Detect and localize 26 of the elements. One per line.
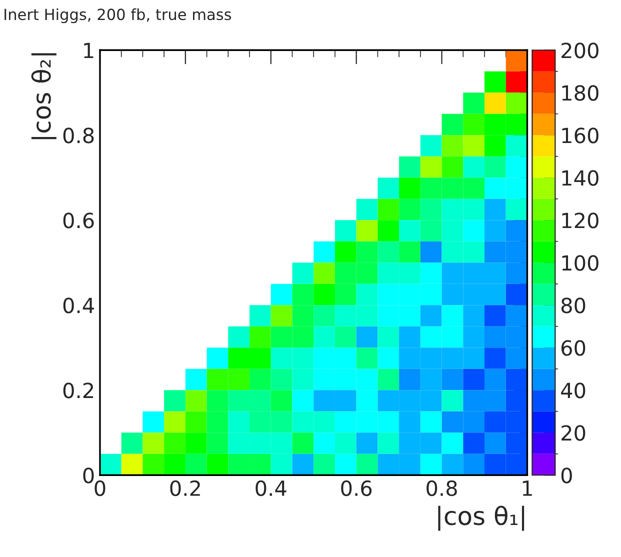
x-tick-label: 1 [522,480,532,496]
color-bar-label: 0 [561,468,572,484]
x-tick-label: 0.4 [256,480,286,496]
color-bar-label: 60 [561,340,586,356]
y-tick-label: 0.2 [63,382,94,398]
color-bar-label: 40 [561,382,586,398]
color-bar-label: 20 [562,425,586,441]
y-tick-label: 1 [84,42,94,58]
color-bar-label: 80 [561,298,586,314]
x-tick-label: 0.6 [341,480,372,496]
color-bar-label: 160 [562,128,598,144]
color-bar-label: 200 [562,42,598,58]
y-tick-label: 0.6 [63,212,94,228]
x-axis-title: |cos θ₁| [438,506,524,531]
y-tick-label: 0.8 [63,128,94,144]
color-bar-label: 180 [562,85,598,101]
y-tick-label: 0 [83,468,94,484]
chart-title: Inert Higgs, 200 fb, true mass [4,8,232,24]
color-bar-label: 120 [562,212,598,228]
x-tick-label: 0.8 [426,480,457,496]
x-tick-label: 0 [94,480,106,496]
color-bar-label: 140 [562,170,598,186]
color-bar-label: 100 [562,255,598,271]
y-tick-label: 0.4 [63,298,94,314]
y-axis-title: |cos θ₂| [31,53,56,140]
x-tick-label: 0.2 [170,480,200,496]
